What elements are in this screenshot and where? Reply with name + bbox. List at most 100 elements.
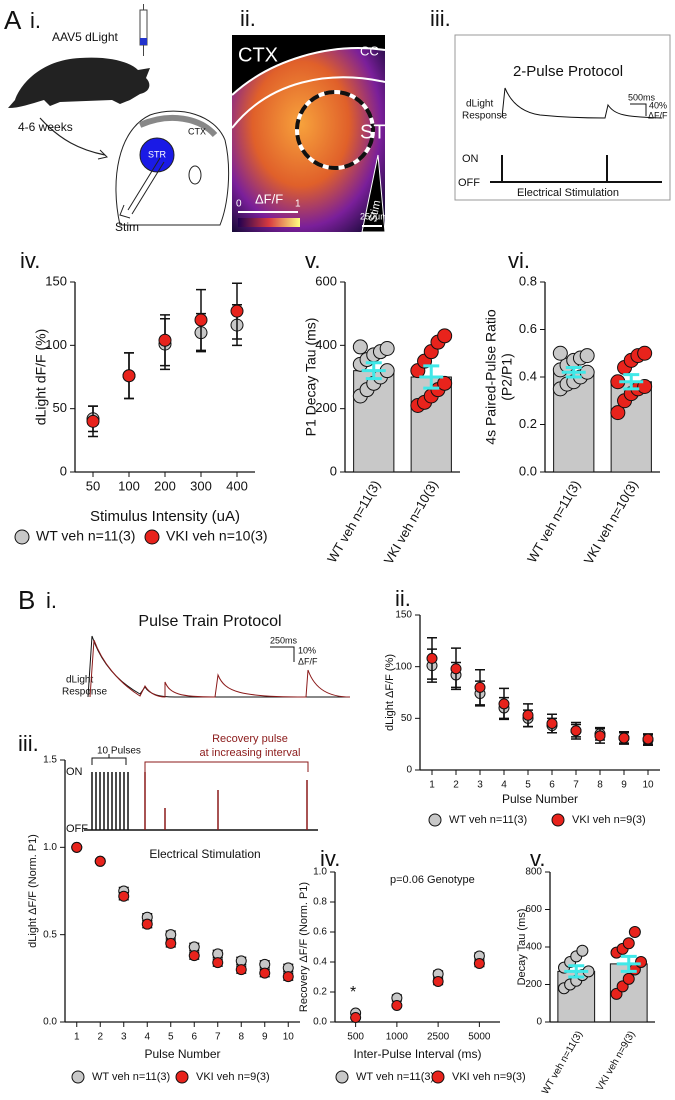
ventricle [188, 165, 202, 185]
x-tick-label: 200 [154, 478, 176, 493]
boundary [231, 47, 386, 96]
point [259, 967, 271, 979]
x-tick-label: WT veh n=11(3) [540, 1029, 585, 1096]
response-label: dLight [66, 675, 93, 686]
point [474, 681, 486, 693]
virus-label: AAV5 dLight [52, 30, 118, 44]
x-tick-label: 300 [190, 478, 212, 493]
annotation: * [350, 984, 356, 1001]
x-tick-label: 5000 [468, 1032, 491, 1043]
legend-label: WT veh n=11(3) [36, 528, 135, 544]
point [194, 313, 208, 327]
cc-label: CC [360, 43, 379, 58]
y-tick-label: 150 [395, 610, 412, 621]
x-tick-label: 1000 [386, 1032, 409, 1043]
y-tick-label: 50 [401, 713, 413, 724]
response-label: Response [462, 111, 507, 122]
panel-letter: B [18, 585, 35, 615]
x-tick-label: 3 [121, 1032, 127, 1043]
trace [89, 639, 351, 698]
x-tick-label: 5 [525, 780, 531, 791]
legend-marker [144, 529, 160, 545]
y-tick-label: 1.0 [43, 842, 57, 853]
point [637, 345, 653, 361]
y-tick-label: 1.0 [313, 867, 327, 878]
striatum [139, 137, 175, 173]
legend-marker [431, 1070, 445, 1084]
point [622, 937, 635, 950]
y-tick-label: 0.5 [43, 929, 57, 940]
stim-label: Stim [367, 199, 383, 223]
legend-label: VKI veh n=9(3) [196, 1071, 270, 1083]
panel-numeral: iv. [20, 248, 40, 273]
x-tick-label: 4 [144, 1032, 150, 1043]
y-tick-label: 400 [525, 942, 542, 953]
amp-unit: ΔF/F [648, 110, 668, 120]
y-tick-label: 600 [315, 273, 337, 288]
x-tick-label: 8 [597, 780, 603, 791]
panel-numeral: vi. [508, 248, 530, 273]
y-tick-label: 0.2 [519, 416, 537, 431]
point [522, 709, 534, 721]
y-tick-label: 0.6 [519, 321, 537, 336]
on-label: ON [462, 153, 479, 165]
x-tick-label: 6 [549, 780, 555, 791]
x-tick-label: 7 [215, 1032, 221, 1043]
scale-low: 0 [236, 199, 242, 210]
x-tick-label: 9 [621, 780, 627, 791]
amp-unit: ΔF/F [298, 656, 318, 666]
x-tick-label: 10 [283, 1032, 295, 1043]
y-tick-label: 50 [53, 400, 67, 415]
x-tick-label: 1 [429, 780, 435, 791]
corpus-callosum [138, 115, 218, 138]
point [188, 950, 200, 962]
legend-marker [428, 813, 442, 827]
point [379, 341, 395, 356]
brain-section [115, 110, 230, 226]
x-axis-label: Pulse Number [502, 792, 578, 806]
x-tick-label: 5 [168, 1032, 174, 1043]
annotation: p=0.06 Genotype [390, 874, 475, 886]
x-axis-label: Pulse Number [144, 1047, 220, 1061]
x-axis-label: Inter-Pulse Interval (ms) [353, 1047, 481, 1061]
point [546, 718, 558, 729]
y-tick-label: 0 [330, 463, 337, 478]
x-tick-label: 3 [477, 780, 483, 791]
y-tick-label: 200 [315, 400, 337, 415]
error-bar [564, 964, 589, 979]
y-axis-label: (P2/P1) [499, 353, 515, 400]
panel-numeral: i. [46, 588, 57, 613]
legend-label: WT veh n=11(3) [449, 814, 527, 826]
recovery-label: at increasing interval [200, 747, 301, 759]
x-tick-label: 50 [86, 478, 100, 493]
str-label: STR [360, 121, 400, 143]
y-tick-label: 0.4 [519, 368, 537, 383]
y-tick-label: 0.0 [519, 463, 537, 478]
panel-numeral: v. [305, 248, 320, 273]
point [628, 926, 641, 938]
pulses-label: 10 Pulses [97, 746, 141, 757]
y-tick-label: 0 [536, 1017, 542, 1028]
scale-bar [630, 103, 647, 116]
protocol-title: 2-Pulse Protocol [513, 63, 623, 80]
str-label: STR [148, 149, 167, 159]
stim-bracket [119, 204, 131, 219]
pulse-bracket [91, 754, 127, 765]
x-tick-label: 7 [573, 780, 579, 791]
error-bar [361, 361, 386, 381]
point [437, 328, 453, 344]
point [212, 957, 224, 969]
panel-numeral: ii. [395, 586, 411, 611]
y-tick-label: 0 [60, 463, 67, 478]
point [473, 958, 485, 969]
point [432, 976, 444, 987]
point [552, 345, 568, 361]
point [570, 725, 582, 737]
point [158, 333, 172, 347]
y-axis-label: Recovery ΔF/F (Norm. P1) [298, 882, 310, 1012]
scale-high: 1 [295, 199, 301, 210]
point [437, 375, 453, 391]
x-tick-label: 4 [501, 780, 507, 791]
point [622, 972, 635, 985]
point [230, 304, 244, 318]
